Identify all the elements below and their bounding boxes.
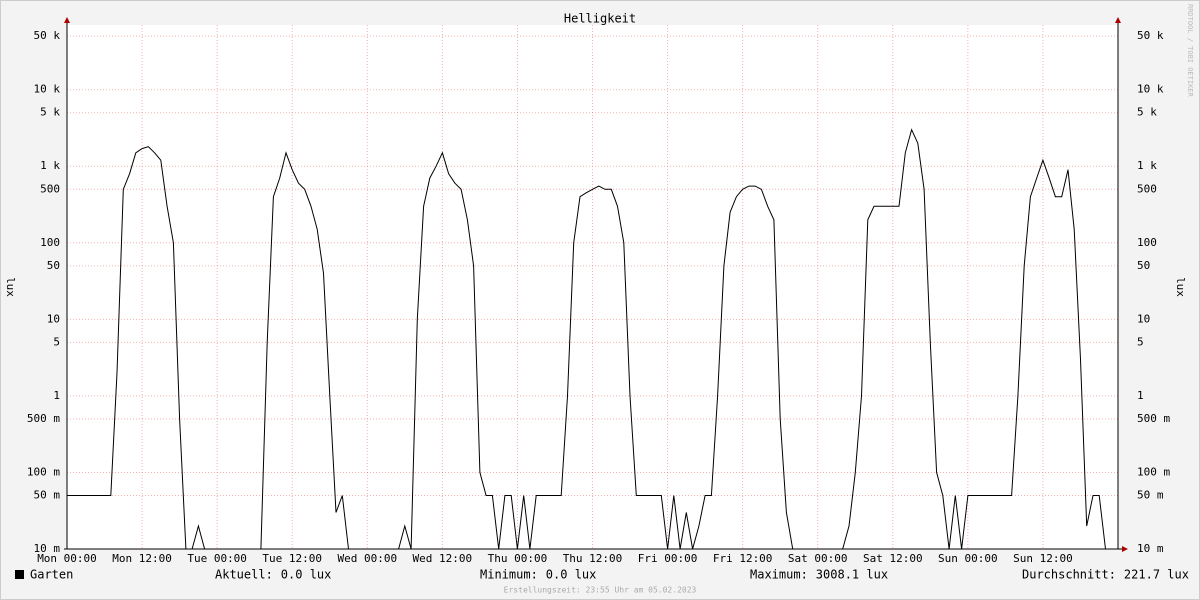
x-tick-label: Tue 12:00 bbox=[262, 552, 322, 565]
x-tick-label: Mon 12:00 bbox=[112, 552, 172, 565]
data-line bbox=[67, 128, 1118, 550]
footer: Erstellungszeit: 23:55 Uhr am 05.02.2023 bbox=[504, 586, 697, 595]
stat-label: Minimum: bbox=[480, 568, 538, 582]
y2-tick-label: 50 bbox=[1137, 259, 1150, 272]
legend-label: Garten bbox=[30, 568, 73, 582]
x-tick-label: Wed 00:00 bbox=[337, 552, 397, 565]
stat-value: 0.0 lux bbox=[546, 568, 597, 582]
y2-tick-label: 50 k bbox=[1137, 29, 1164, 42]
y-axis-label: lux bbox=[4, 277, 17, 297]
stat-label: Maximum: bbox=[750, 568, 808, 582]
x-tick-label: Sun 12:00 bbox=[1013, 552, 1073, 565]
y2-axis-label: lux bbox=[1174, 277, 1187, 297]
x-tick-label: Sat 00:00 bbox=[788, 552, 848, 565]
x-tick-label: Wed 12:00 bbox=[413, 552, 473, 565]
chart-title: Helligkeit bbox=[564, 12, 636, 26]
x-tick-label: Mon 00:00 bbox=[37, 552, 97, 565]
x-tick-label: Fri 12:00 bbox=[713, 552, 773, 565]
y-tick-label: 10 k bbox=[34, 83, 61, 96]
y2-tick-label: 10 m bbox=[1137, 542, 1164, 555]
y-tick-label: 100 bbox=[40, 236, 60, 249]
y2-tick-label: 10 bbox=[1137, 312, 1150, 325]
watermark: RRDTOOL / TOBI OETIKER bbox=[1186, 4, 1194, 98]
axis-arrow bbox=[1122, 546, 1128, 552]
stat-value: 221.7 lux bbox=[1124, 568, 1189, 582]
plot-area bbox=[67, 25, 1118, 549]
y-tick-label: 500 m bbox=[27, 412, 60, 425]
axis-arrow bbox=[64, 17, 70, 23]
y-tick-label: 50 k bbox=[34, 29, 61, 42]
y2-tick-label: 1 bbox=[1137, 389, 1144, 402]
stat-label: Durchschnitt: bbox=[1022, 568, 1116, 582]
x-tick-label: Fri 00:00 bbox=[638, 552, 698, 565]
y-tick-label: 5 bbox=[53, 335, 60, 348]
y-tick-label: 1 bbox=[53, 389, 60, 402]
stat-value: 0.0 lux bbox=[281, 568, 332, 582]
y2-tick-label: 100 m bbox=[1137, 465, 1170, 478]
y-tick-label: 10 bbox=[47, 312, 60, 325]
y2-tick-label: 500 m bbox=[1137, 412, 1170, 425]
y-tick-label: 1 k bbox=[40, 159, 60, 172]
y-tick-label: 100 m bbox=[27, 465, 60, 478]
x-tick-label: Sat 12:00 bbox=[863, 552, 923, 565]
y2-tick-label: 5 bbox=[1137, 335, 1144, 348]
y-tick-label: 500 bbox=[40, 182, 60, 195]
y2-tick-label: 50 m bbox=[1137, 488, 1164, 501]
axis-arrow bbox=[1115, 17, 1121, 23]
y2-tick-label: 5 k bbox=[1137, 106, 1157, 119]
stat-value: 3008.1 lux bbox=[816, 568, 888, 582]
y2-tick-label: 500 bbox=[1137, 182, 1157, 195]
y-tick-label: 50 bbox=[47, 259, 60, 272]
y2-tick-label: 100 bbox=[1137, 236, 1157, 249]
x-tick-label: Sun 00:00 bbox=[938, 552, 998, 565]
x-tick-label: Thu 12:00 bbox=[563, 552, 623, 565]
x-tick-label: Thu 00:00 bbox=[488, 552, 548, 565]
legend-swatch bbox=[15, 570, 24, 579]
x-tick-label: Tue 00:00 bbox=[187, 552, 247, 565]
y-tick-label: 5 k bbox=[40, 106, 60, 119]
y-tick-label: 10 m bbox=[34, 542, 61, 555]
y2-tick-label: 10 k bbox=[1137, 83, 1164, 96]
y-tick-label: 50 m bbox=[34, 488, 61, 501]
y2-tick-label: 1 k bbox=[1137, 159, 1157, 172]
stat-label: Aktuell: bbox=[215, 568, 273, 582]
